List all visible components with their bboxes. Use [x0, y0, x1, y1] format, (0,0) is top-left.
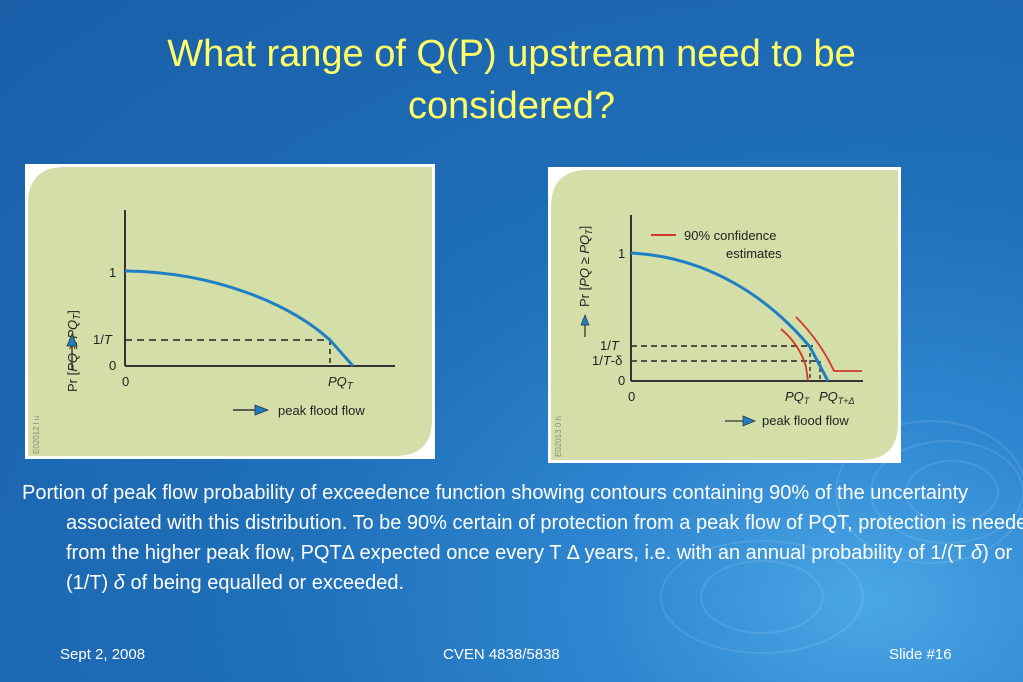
figure-right-ytick-1: 1 [618, 246, 625, 261]
figure-left-graphic: E02012 l u Pr [PQ ≥ PQT] 1 1/T 0 0 PQT p… [28, 167, 432, 456]
figure-right-legend-text-2: estimates [726, 246, 782, 261]
figure-left-xtick-0: 0 [122, 374, 129, 389]
figure-left-xlabel-arrow [233, 404, 270, 416]
figure-right-ytick-inv-t: 1/T [600, 338, 620, 353]
slide-title: What range of Q(P) upstream need to be c… [167, 33, 856, 127]
figure-right-exceedence-curve [630, 251, 830, 382]
figure-left: E02012 l u Pr [PQ ≥ PQT] 1 1/T 0 0 PQT p… [25, 164, 435, 459]
figure-right-ylabel-arrow [580, 314, 590, 337]
figure-left-ytick-1: 1 [109, 265, 116, 280]
figure-right-xtick-0: 0 [628, 389, 635, 404]
figure-right: E02013 0 h Pr [PQ ≥ PQT] 90% confidence … [548, 167, 901, 463]
footer-slide-number: Slide #16 [889, 646, 952, 663]
figure-right-xtick-pq-t-delta: PQT+Δ [819, 389, 855, 406]
slide-caption: Portion of peak flow probability of exce… [22, 482, 1023, 594]
figure-right-confidence-upper [795, 316, 862, 372]
figure-right-legend-text-1: 90% confidence [684, 228, 777, 243]
figure-left-background [28, 167, 432, 456]
ripple-decoration [660, 540, 864, 654]
svg-text:Pr [PQ ≥ PQT]: Pr [PQ ≥ PQT] [577, 226, 594, 307]
figure-right-ytick-inv-t-delta: 1/T-δ [592, 353, 622, 368]
figure-left-xlabel: peak flood flow [278, 403, 365, 418]
figure-right-xlabel: peak flood flow [762, 413, 849, 428]
figure-right-confidence-lower [780, 328, 809, 382]
ripple-decoration [835, 420, 1023, 564]
figure-right-xlabel-arrow [725, 415, 756, 427]
figure-right-ylabel: Pr [PQ ≥ PQT] [577, 226, 594, 307]
figure-right-graphic: E02013 0 h Pr [PQ ≥ PQT] 90% confidence … [551, 170, 898, 460]
figure-left-ytick-0: 0 [109, 358, 116, 373]
footer-date: Sept 2, 2008 [60, 646, 146, 663]
figure-right-background [551, 170, 898, 460]
figure-left-exceedence-curve [124, 269, 355, 367]
figure-left-ylabel-arrow [66, 332, 78, 369]
figure-right-ytick-0: 0 [618, 373, 625, 388]
footer-course: CVEN 4838/5838 [443, 646, 560, 663]
figure-left-ytick-inv-t: 1/T [93, 332, 113, 347]
figure-left-code: E02012 l u [32, 416, 41, 454]
figure-right-xtick-pq: PQT [785, 389, 811, 406]
figure-right-code: E02013 0 h [554, 416, 563, 457]
figure-left-xtick-pq: PQT [328, 374, 354, 392]
